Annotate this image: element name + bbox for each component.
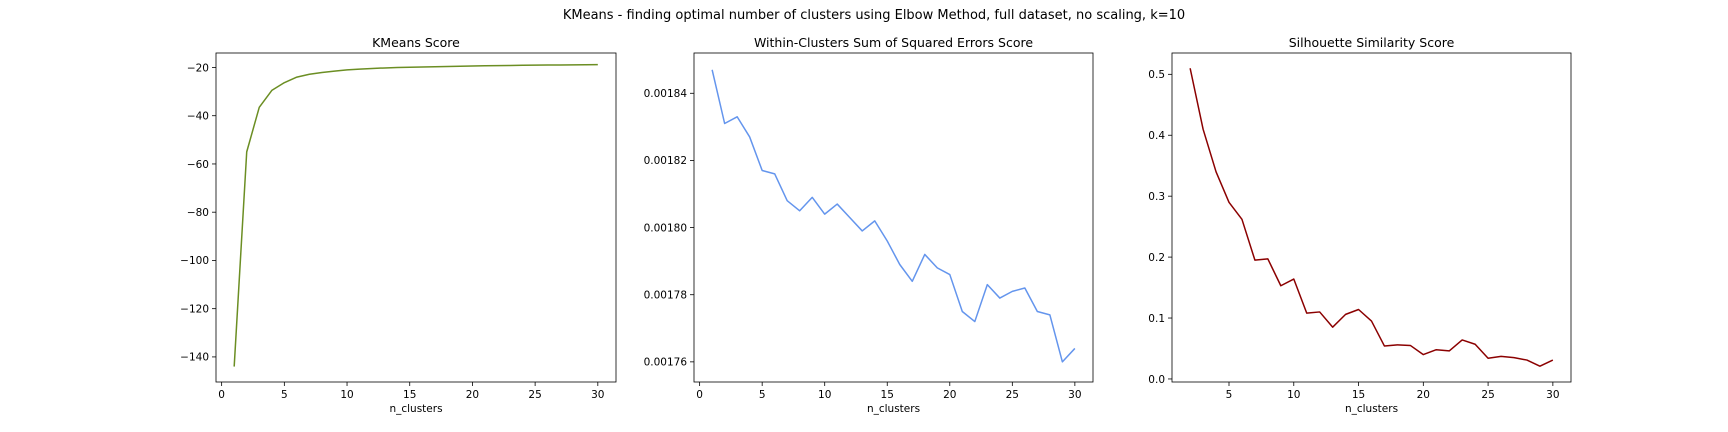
series-line	[711, 69, 1076, 363]
series-line	[233, 63, 598, 367]
series-line	[1189, 68, 1554, 367]
y-tick-label: −40	[187, 111, 209, 123]
y-tick-label: 0.0	[1148, 374, 1165, 386]
x-tick-label: 30	[1546, 389, 1559, 401]
axes-frame	[215, 52, 617, 383]
y-tick-label: 0.00182	[644, 155, 687, 167]
x-tick-label: 15	[403, 389, 416, 401]
y-tick-label: 0.4	[1148, 130, 1165, 142]
x-tick-label: 10	[340, 389, 353, 401]
y-tick-label: 0.00184	[644, 88, 688, 100]
axes-frame	[1171, 52, 1572, 383]
x-axis-label: n_clusters	[1345, 403, 1398, 415]
x-tick-label: 0	[696, 389, 703, 401]
subplot-1: KMeans Score 0 5 10 15 20 25 30 −140 −120 −100 −80 −…	[180, 35, 617, 415]
y-tick-label: 0.2	[1148, 252, 1165, 264]
x-tick-label: 20	[466, 389, 479, 401]
x-tick-label: 5	[281, 389, 288, 401]
x-tick-label: 30	[591, 389, 604, 401]
x-tick-label: 30	[1068, 389, 1081, 401]
y-tick-label: −80	[187, 207, 209, 219]
x-tick-label: 20	[1417, 389, 1430, 401]
x-tick-label: 15	[1352, 389, 1365, 401]
y-tick-label: −60	[187, 159, 209, 171]
x-tick-label: 5	[759, 389, 766, 401]
y-tick-label: 0.1	[1148, 313, 1165, 325]
x-tick-label: 10	[1287, 389, 1300, 401]
subplot-2: Within-Clusters Sum of Squared Errors Sc…	[644, 35, 1094, 415]
y-tick-label: 0.3	[1148, 191, 1165, 203]
y-tick-label: 0.00180	[644, 222, 687, 234]
x-axis-label: n_clusters	[867, 403, 920, 415]
y-tick-label: −140	[180, 352, 209, 364]
x-tick-label: 25	[1481, 389, 1494, 401]
y-tick-label: 0.00176	[644, 357, 688, 369]
x-tick-label: 5	[1226, 389, 1233, 401]
y-tick-label: −20	[187, 62, 209, 74]
x-tick-label: 0	[218, 389, 225, 401]
subplot-title: Within-Clusters Sum of Squared Errors Sc…	[754, 35, 1033, 50]
x-tick-label: 25	[1006, 389, 1019, 401]
subplot-title: KMeans Score	[372, 35, 460, 50]
y-tick-label: −120	[180, 303, 209, 315]
y-tick-label: 0.5	[1148, 69, 1165, 81]
y-tick-label: −100	[180, 255, 209, 267]
x-tick-label: 25	[528, 389, 541, 401]
figure-suptitle: KMeans - finding optimal number of clust…	[563, 8, 1185, 23]
x-tick-label: 20	[943, 389, 956, 401]
x-tick-label: 10	[818, 389, 831, 401]
x-tick-label: 15	[881, 389, 894, 401]
x-axis-label: n_clusters	[389, 403, 442, 415]
y-tick-label: 0.00178	[644, 290, 687, 302]
subplot-3: Silhouette Similarity Score 5 10 15 20 25 30 0.…	[1148, 35, 1572, 415]
subplots: KMeans Score 0 5 10 15 20 25 30 −140 −120 −100 −80 −…	[180, 35, 1572, 415]
subplot-title: Silhouette Similarity Score	[1289, 35, 1455, 50]
axes-frame	[693, 52, 1094, 383]
